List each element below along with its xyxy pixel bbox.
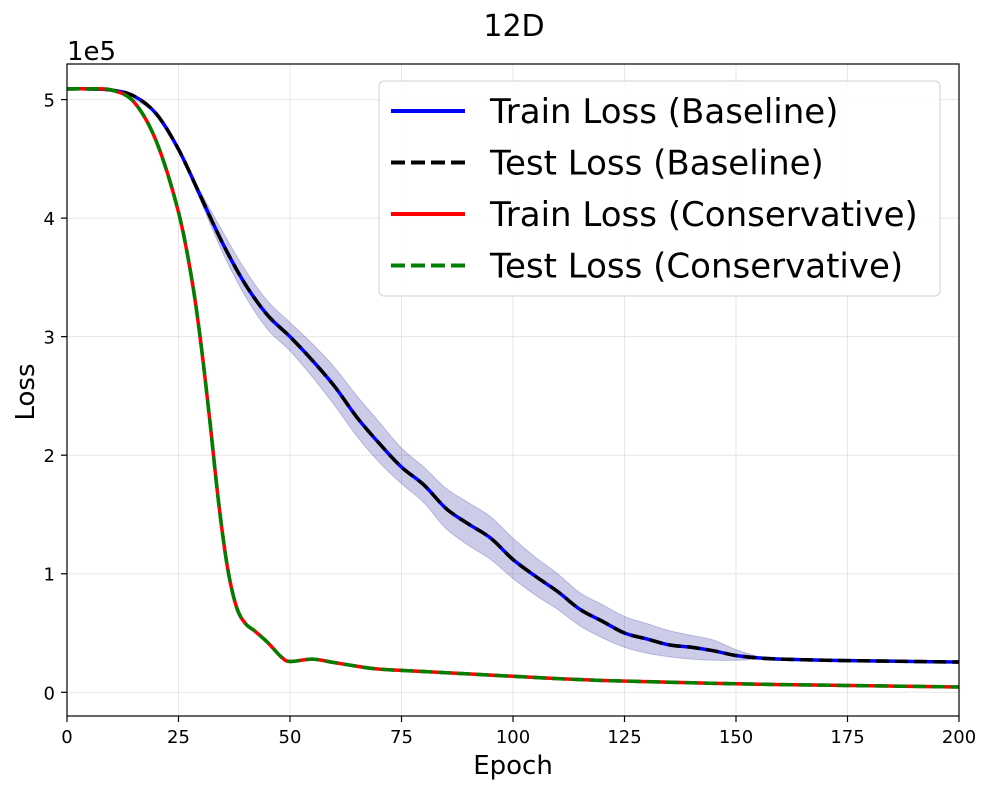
legend-label-test-loss-baseline: Test Loss (Baseline) — [489, 144, 824, 184]
x-tick-label: 50 — [279, 727, 302, 748]
x-tick-label: 100 — [496, 727, 530, 748]
line-test-loss-baseline — [66, 87, 960, 664]
legend-label-test-loss-conservative: Test Loss (Conservative) — [489, 247, 903, 287]
y-offset-label: 1e5 — [67, 37, 116, 67]
x-tick-label: 200 — [942, 727, 976, 748]
chart-title: 12D — [483, 9, 544, 44]
x-tick-label: 175 — [830, 727, 864, 748]
y-axis-ticks: 0 1 2 3 4 5 — [44, 91, 67, 704]
legend-label-train-loss-baseline: Train Loss (Baseline) — [489, 92, 838, 132]
x-tick-label: 125 — [607, 727, 641, 748]
legend-box — [378, 80, 941, 297]
x-axis-title: Epoch — [473, 751, 553, 781]
y-tick-label: 3 — [44, 328, 55, 349]
legend-label-train-loss-conservative: Train Loss (Conservative) — [489, 195, 918, 235]
y-tick-label: 4 — [44, 209, 55, 230]
x-tick-label: 0 — [61, 727, 72, 748]
legend: Train Loss (Baseline) Test Loss (Baseline… — [378, 80, 941, 297]
y-tick-label: 2 — [44, 446, 55, 467]
x-tick-label: 75 — [390, 727, 413, 748]
line-test-loss-conservative — [66, 86, 960, 689]
x-tick-label: 150 — [719, 727, 753, 748]
y-tick-label: 0 — [44, 683, 55, 704]
x-axis-ticks: 0 25 50 75 100 125 150 175 200 — [61, 716, 976, 748]
loss-series — [66, 86, 960, 689]
y-tick-label: 1 — [44, 565, 55, 586]
legend-entries: Train Loss (Baseline) Test Loss (Baseline… — [391, 92, 918, 287]
y-axis-title: Loss — [11, 363, 41, 420]
y-tick-label: 5 — [44, 91, 55, 112]
x-tick-label: 25 — [167, 727, 190, 748]
